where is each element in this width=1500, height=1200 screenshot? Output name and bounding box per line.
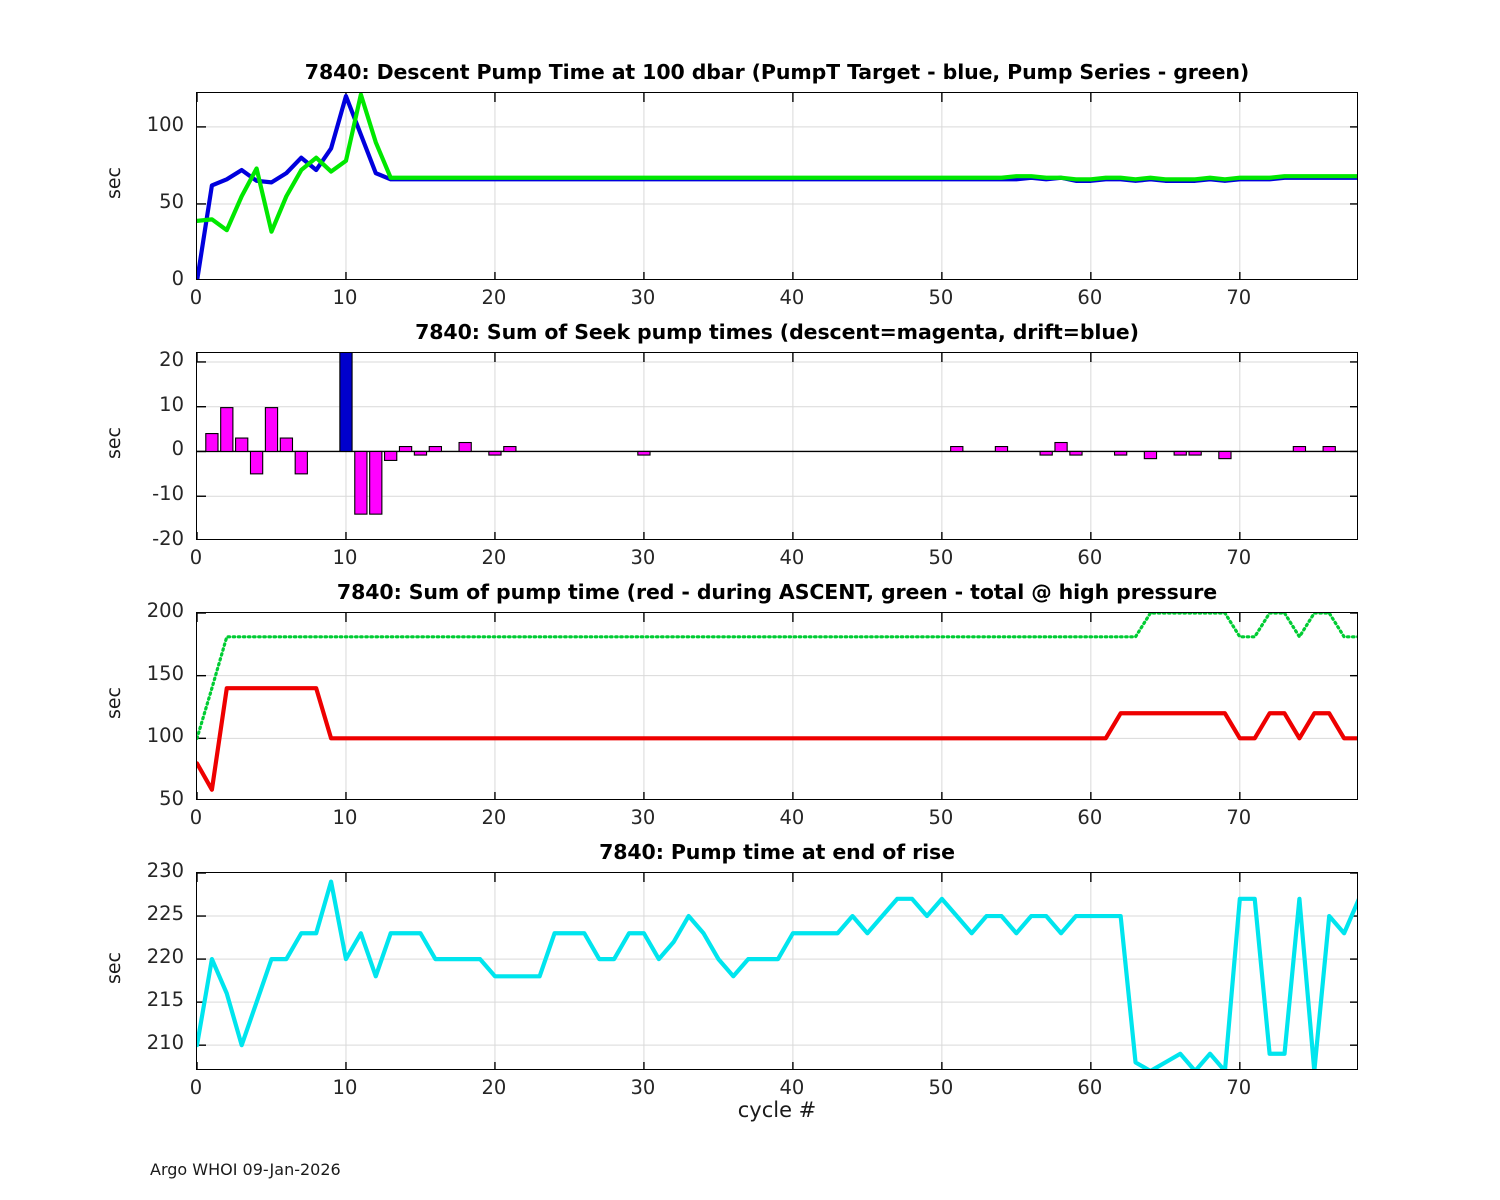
x-tick-2-1: 10 xyxy=(332,546,358,569)
x-tick-1-0: 0 xyxy=(189,286,203,309)
y-tick-4-2: 220 xyxy=(146,945,184,969)
x-tick-2-7: 70 xyxy=(1226,546,1252,569)
x-tick-2-3: 30 xyxy=(630,546,656,569)
x-tick-3-4: 40 xyxy=(779,806,805,829)
x-tick-4-2: 20 xyxy=(481,1076,507,1099)
x-tick-2-0: 0 xyxy=(189,546,203,569)
line-Pump time at end of rise xyxy=(197,879,1357,1069)
x-tick-1-3: 30 xyxy=(630,286,656,309)
x-tick-3-3: 30 xyxy=(630,806,656,829)
x-tick-1-5: 50 xyxy=(928,286,954,309)
y-tick-4-0: 210 xyxy=(146,1031,184,1055)
y-tick-1-2: 100 xyxy=(146,112,184,136)
y-tick-2-0: -20 xyxy=(152,527,184,550)
line-total @ high pressure xyxy=(197,613,1357,740)
footer-credit: Argo WHOI 09-Jan-2026 xyxy=(150,1160,341,1179)
panel-title-4: 7840: Pump time at end of rise xyxy=(599,840,955,864)
plot-area-1 xyxy=(196,92,1358,280)
panel-title-1: 7840: Descent Pump Time at 100 dbar (Pum… xyxy=(304,60,1250,84)
x-tick-2-4: 40 xyxy=(779,546,805,569)
y-tick-4-3: 225 xyxy=(146,902,184,926)
plot-svg-3 xyxy=(197,613,1357,799)
y-tick-3-2: 150 xyxy=(146,661,184,685)
x-tick-1-1: 10 xyxy=(332,286,358,309)
plot-svg-1 xyxy=(197,93,1357,279)
y-axis-label-1: sec xyxy=(103,166,125,200)
line-during ASCENT xyxy=(197,686,1357,792)
x-tick-2-6: 60 xyxy=(1077,546,1103,569)
plot-area-4 xyxy=(196,872,1358,1070)
line-Pump Series xyxy=(197,93,1357,234)
y-tick-4-1: 215 xyxy=(146,988,184,1012)
y-tick-3-0: 50 xyxy=(159,787,184,810)
plot-svg-4 xyxy=(197,873,1357,1069)
plot-area-3 xyxy=(196,612,1358,800)
x-tick-4-5: 50 xyxy=(928,1076,954,1099)
x-tick-1-2: 20 xyxy=(481,286,507,309)
x-tick-1-4: 40 xyxy=(779,286,805,309)
y-tick-4-4: 230 xyxy=(146,859,184,882)
plot-area-2 xyxy=(196,352,1358,540)
x-tick-3-6: 60 xyxy=(1077,806,1103,829)
bar-series-drift xyxy=(339,353,353,453)
x-tick-4-0: 0 xyxy=(189,1076,203,1099)
x-tick-3-7: 70 xyxy=(1226,806,1252,829)
x-tick-1-6: 60 xyxy=(1077,286,1103,309)
x-tick-3-0: 0 xyxy=(189,806,203,829)
bar-series-descent xyxy=(205,407,1336,515)
panel-title-2: 7840: Sum of Seek pump times (descent=ma… xyxy=(415,320,1139,344)
x-tick-3-5: 50 xyxy=(928,806,954,829)
y-tick-2-4: 20 xyxy=(159,347,184,371)
y-tick-3-3: 200 xyxy=(146,599,184,622)
x-tick-2-5: 50 xyxy=(928,546,954,569)
y-tick-2-1: -10 xyxy=(152,482,184,506)
y-tick-1-0: 0 xyxy=(171,267,184,290)
x-tick-4-1: 10 xyxy=(332,1076,358,1099)
y-tick-1-1: 50 xyxy=(159,189,184,213)
x-tick-4-7: 70 xyxy=(1226,1076,1252,1099)
plot-svg-2 xyxy=(197,353,1357,539)
x-tick-4-4: 40 xyxy=(779,1076,805,1099)
x-axis-label: cycle # xyxy=(737,1098,817,1122)
x-tick-2-2: 20 xyxy=(481,546,507,569)
x-tick-4-6: 60 xyxy=(1077,1076,1103,1099)
panel-title-3: 7840: Sum of pump time (red - during ASC… xyxy=(336,580,1218,604)
y-tick-2-3: 10 xyxy=(159,392,184,416)
x-tick-1-7: 70 xyxy=(1226,286,1252,309)
y-tick-2-2: 0 xyxy=(171,437,184,461)
x-tick-3-2: 20 xyxy=(481,806,507,829)
y-tick-3-1: 100 xyxy=(146,724,184,748)
x-tick-3-1: 10 xyxy=(332,806,358,829)
x-tick-4-3: 30 xyxy=(630,1076,656,1099)
